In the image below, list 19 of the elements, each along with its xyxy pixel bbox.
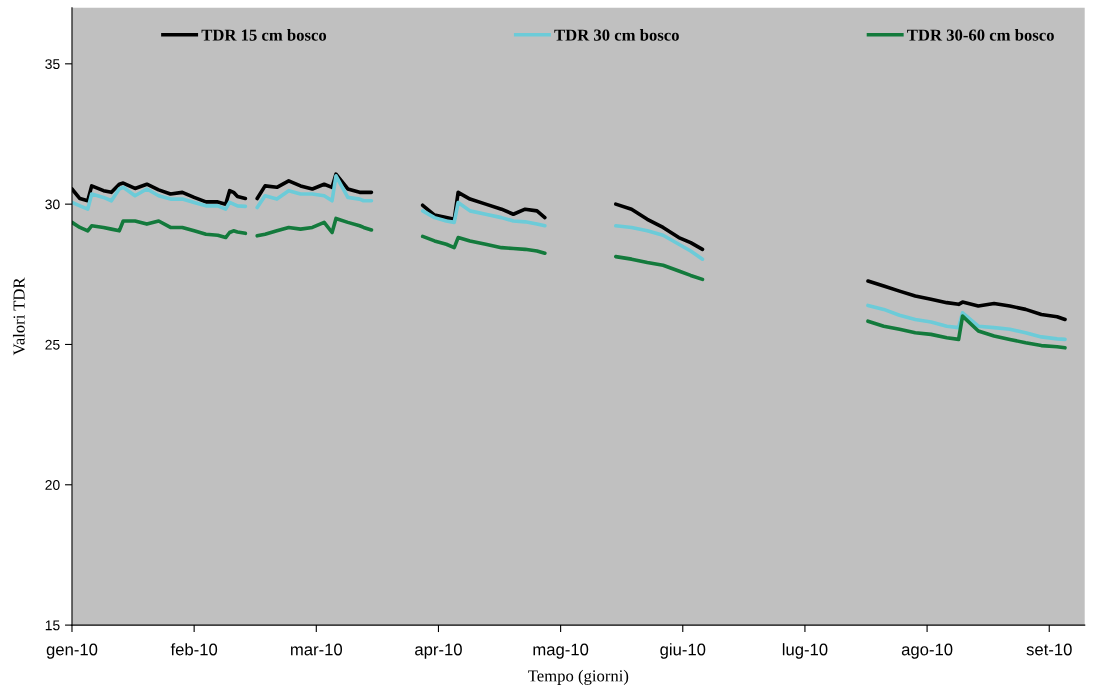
- legend-label: TDR 15 cm bosco: [201, 28, 327, 41]
- legend-label: TDR 30-60 cm bosco: [907, 28, 1054, 41]
- x-axis-title: Tempo (giorni): [528, 669, 629, 685]
- x-tick-label: mag-10: [533, 643, 589, 659]
- x-tick-label: ago-10: [901, 643, 953, 659]
- y-axis-title: Valori TDR: [12, 277, 25, 356]
- x-tick-label: feb-10: [170, 643, 218, 656]
- y-tick-label: 30: [45, 199, 60, 210]
- legend-label: TDR 30 cm bosco: [554, 28, 679, 41]
- x-tick-label: gen-10: [46, 643, 98, 659]
- x-tick-label: lug-10: [782, 643, 828, 659]
- y-tick-label: 25: [45, 339, 60, 350]
- y-tick-label: 20: [45, 480, 60, 490]
- x-tick-label: giu-10: [660, 643, 706, 659]
- y-tick-label: 35: [45, 59, 60, 69]
- x-tick-label: mar-10: [291, 643, 343, 656]
- x-tick-label: set-10: [1026, 643, 1072, 656]
- x-tick-label: apr-10: [415, 643, 462, 659]
- y-tick-label: 15: [45, 620, 60, 631]
